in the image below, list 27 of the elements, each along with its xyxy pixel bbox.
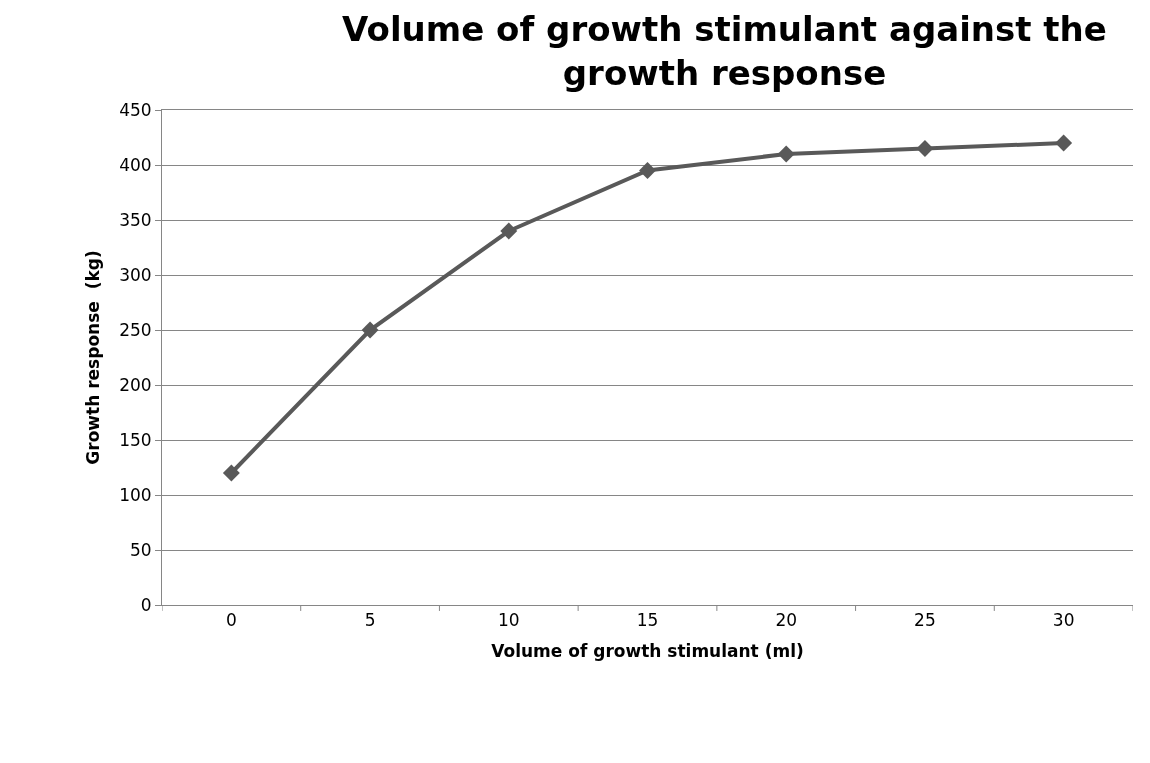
point <box>1055 134 1073 152</box>
point <box>639 162 656 179</box>
y-tick-label: 450 <box>119 99 152 120</box>
x-tick-label: 10 <box>497 610 520 631</box>
y-tick-label: 50 <box>129 539 152 560</box>
x-tick-label: 25 <box>914 610 936 631</box>
y-tick-label: 200 <box>119 374 152 395</box>
x-tick-label: 20 <box>775 610 798 631</box>
x-tick-label: 5 <box>364 610 376 631</box>
y-axis-title: Growth response (kg) <box>82 250 103 465</box>
y-tick-label: 400 <box>119 154 152 175</box>
x-tick-label: 15 <box>636 610 659 631</box>
y-tick-label: 300 <box>119 264 152 285</box>
point <box>777 145 795 163</box>
y-tick-label: 100 <box>119 484 152 505</box>
x-tick-label: 0 <box>225 610 237 631</box>
point <box>361 321 379 339</box>
point <box>222 464 240 482</box>
y-tick-label: 350 <box>119 209 152 230</box>
point <box>500 222 518 240</box>
y-tick-label: 0 <box>140 594 152 615</box>
x-axis-title: Volume of growth stimulant (ml) <box>491 640 804 661</box>
x-tick-label: 30 <box>1052 610 1075 631</box>
chart-title: Volume of growth stimulant against the growth response <box>342 8 1107 93</box>
y-tick-label: 250 <box>119 319 152 340</box>
y-tick-label: 150 <box>119 429 152 450</box>
point <box>916 140 934 157</box>
